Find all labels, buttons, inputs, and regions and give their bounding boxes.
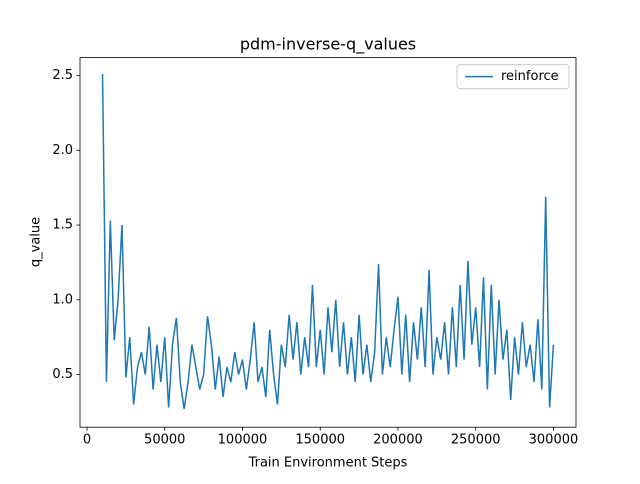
y-tick-label: 2.5	[52, 68, 73, 83]
y-tick-label: 1.5	[52, 218, 73, 233]
x-tick-label: 250000	[451, 433, 501, 448]
x-tick-label: 50000	[144, 433, 185, 448]
line-series	[101, 74, 555, 410]
x-axis-label: Train Environment Steps	[248, 456, 408, 471]
legend-label: reinforce	[501, 69, 559, 84]
y-tick-label: 0.5	[52, 367, 73, 382]
x-tick-label: 100000	[218, 433, 268, 448]
legend-box	[456, 64, 570, 90]
x-tick-label: 150000	[295, 433, 345, 448]
x-tick-label: 0	[83, 433, 91, 448]
plot-frame	[79, 57, 577, 428]
y-tick-label: 2.0	[52, 143, 73, 158]
y-axis-label: q_value	[29, 217, 44, 267]
chart-title: pdm-inverse-q_values	[240, 35, 416, 55]
y-tick-label: 1.0	[52, 292, 73, 307]
x-tick-label: 200000	[373, 433, 423, 448]
x-tick-label: 300000	[529, 433, 579, 448]
